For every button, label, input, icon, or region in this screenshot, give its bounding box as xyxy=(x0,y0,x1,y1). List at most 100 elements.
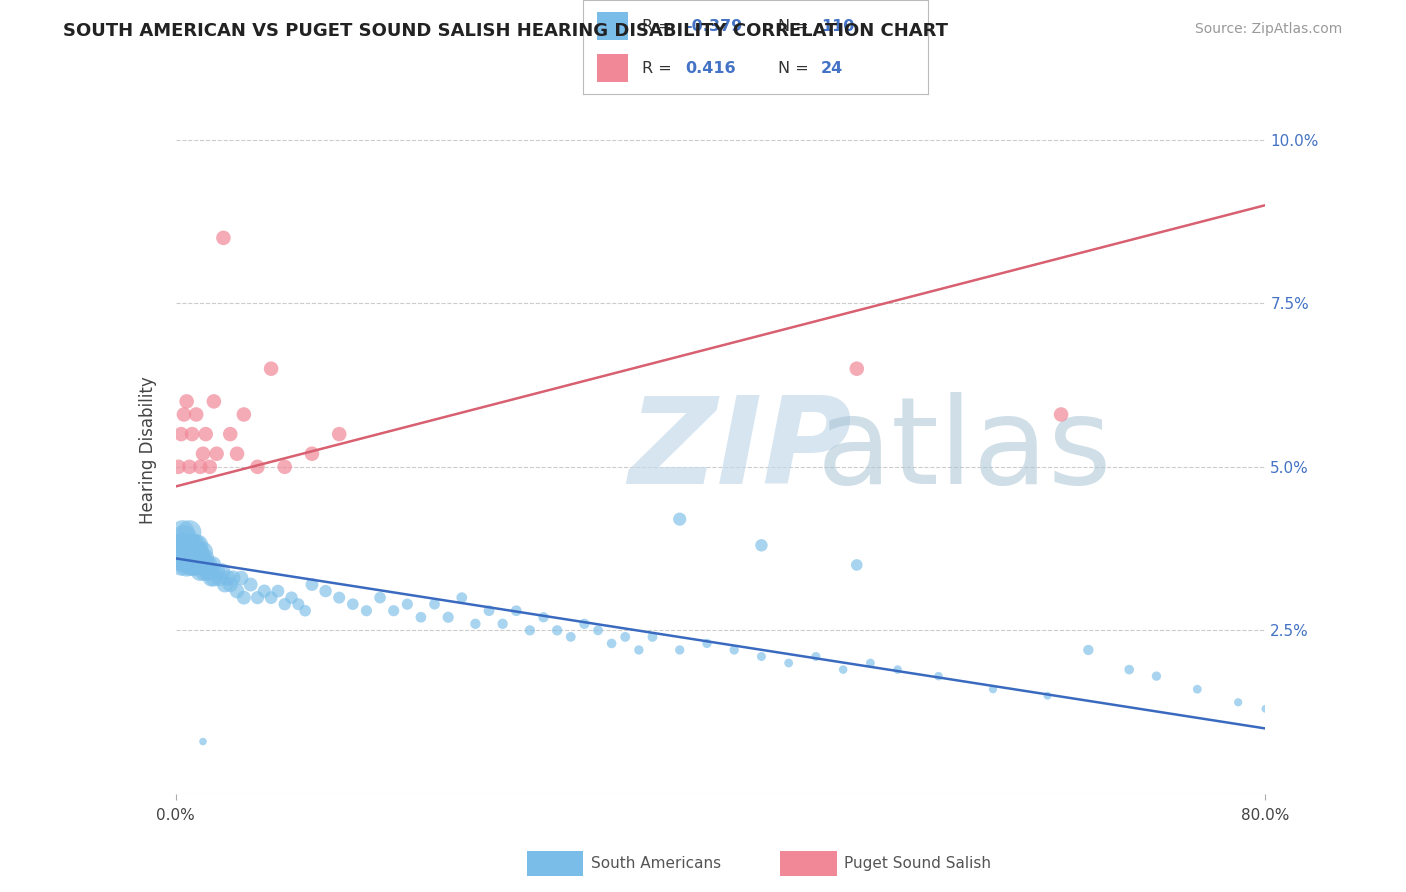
Point xyxy=(188,459,211,474)
Point xyxy=(1227,695,1250,709)
Point xyxy=(176,558,198,572)
Point xyxy=(186,558,208,572)
Point xyxy=(260,361,283,376)
Point xyxy=(668,643,690,657)
Text: R =: R = xyxy=(643,19,676,34)
Point xyxy=(751,538,773,552)
Point xyxy=(194,427,217,442)
Point xyxy=(1144,669,1167,683)
Point xyxy=(886,663,908,677)
Point xyxy=(232,591,254,605)
Point xyxy=(845,558,868,572)
Point xyxy=(219,577,242,591)
Point xyxy=(668,512,690,526)
Bar xyxy=(598,54,628,82)
Point xyxy=(193,565,215,579)
Point xyxy=(450,591,472,605)
Point xyxy=(183,558,205,572)
Text: ZIP: ZIP xyxy=(628,392,852,509)
Point xyxy=(183,545,205,559)
Point xyxy=(301,447,323,461)
Point xyxy=(187,558,209,572)
Point xyxy=(368,591,391,605)
Point xyxy=(614,630,637,644)
Point xyxy=(1036,689,1059,703)
Point xyxy=(464,616,486,631)
Point xyxy=(382,604,405,618)
Point xyxy=(181,538,204,552)
Point xyxy=(186,551,209,566)
Point xyxy=(845,361,868,376)
Point xyxy=(641,630,664,644)
Text: 24: 24 xyxy=(821,61,844,76)
Point xyxy=(198,459,221,474)
Point xyxy=(301,577,323,591)
Point xyxy=(778,656,800,670)
Point xyxy=(574,616,596,631)
Point xyxy=(179,525,201,540)
Point xyxy=(184,551,207,566)
Point xyxy=(533,610,555,624)
Point xyxy=(173,551,195,566)
Point xyxy=(191,558,214,572)
Point xyxy=(194,558,217,572)
Point xyxy=(294,604,316,618)
Point xyxy=(246,459,269,474)
Text: 110: 110 xyxy=(821,19,855,34)
Point xyxy=(231,571,253,585)
Point xyxy=(172,525,194,540)
Point xyxy=(184,538,207,552)
Point xyxy=(177,551,200,566)
Point xyxy=(173,532,195,546)
Point xyxy=(232,408,254,422)
Point xyxy=(246,591,269,605)
Point xyxy=(627,643,650,657)
Point xyxy=(342,597,364,611)
Point xyxy=(186,538,209,552)
Point xyxy=(437,610,460,624)
Point xyxy=(274,597,297,611)
Point xyxy=(253,584,276,599)
Point xyxy=(1118,663,1140,677)
Point xyxy=(1050,408,1073,422)
Bar xyxy=(598,12,628,40)
Point xyxy=(170,427,193,442)
Point xyxy=(723,643,745,657)
Point xyxy=(546,624,568,638)
Point xyxy=(219,427,242,442)
Point xyxy=(167,459,190,474)
Text: South Americans: South Americans xyxy=(591,856,721,871)
Text: SOUTH AMERICAN VS PUGET SOUND SALISH HEARING DISABILITY CORRELATION CHART: SOUTH AMERICAN VS PUGET SOUND SALISH HEA… xyxy=(63,22,948,40)
Point xyxy=(492,616,515,631)
Point xyxy=(176,538,198,552)
Point xyxy=(751,649,773,664)
Point xyxy=(180,545,202,559)
Point xyxy=(505,604,527,618)
Point xyxy=(201,558,224,572)
Point xyxy=(478,604,501,618)
Point xyxy=(226,584,249,599)
Point xyxy=(188,565,211,579)
Point xyxy=(226,447,249,461)
Point xyxy=(274,459,297,474)
Point xyxy=(176,394,198,409)
Point xyxy=(315,584,337,599)
Point xyxy=(169,538,191,552)
Point xyxy=(222,571,245,585)
Point xyxy=(267,584,290,599)
Point xyxy=(928,669,950,683)
Point xyxy=(193,551,215,566)
Point xyxy=(1077,643,1099,657)
Point xyxy=(409,610,432,624)
Point xyxy=(174,545,197,559)
Point xyxy=(181,427,204,442)
Point xyxy=(173,408,195,422)
Point xyxy=(200,571,222,585)
Point xyxy=(356,604,378,618)
Point xyxy=(211,565,233,579)
Point xyxy=(191,545,214,559)
Text: N =: N = xyxy=(778,61,814,76)
Point xyxy=(177,545,200,559)
Point xyxy=(287,597,309,611)
Point xyxy=(396,597,419,611)
